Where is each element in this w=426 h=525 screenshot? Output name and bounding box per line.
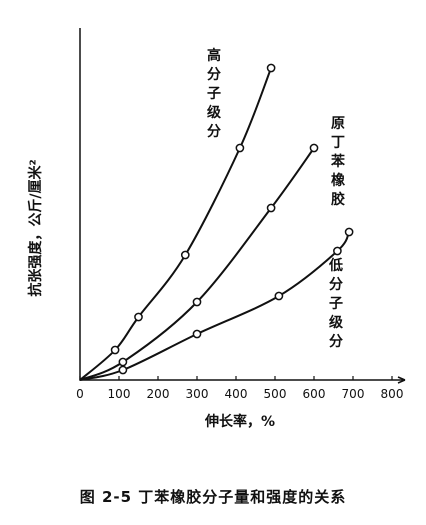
series-label-2-char-2: 子: [329, 296, 343, 312]
x-tick-label-800: 800: [381, 387, 404, 401]
x-tick-label-400: 400: [225, 387, 248, 401]
y-axis-title: 抗张强度，公斤/厘米²: [27, 159, 44, 296]
x-axis-title: 伸长率，%: [204, 413, 275, 430]
series-label-1-char-3: 橡: [331, 172, 346, 189]
series-label-1-char-4: 胶: [331, 191, 345, 208]
x-tick-label-100: 100: [108, 387, 131, 401]
series-2-point-3: [333, 246, 342, 256]
figure-caption: 图 2-5 丁苯橡胶分子量和强度的关系: [79, 488, 347, 506]
series-label-0-char-0: 高: [207, 47, 221, 64]
series-label-1-char-0: 原: [331, 116, 345, 132]
series-label-0-char-2: 子: [207, 86, 221, 102]
series-label-1-char-2: 苯: [330, 153, 346, 170]
series-label-2-char-1: 分: [329, 277, 343, 293]
series-label-0-char-4: 分: [207, 124, 221, 140]
series-line-0: [79, 67, 273, 381]
series-line-2: [79, 231, 351, 381]
series-0-point-4: [266, 63, 276, 73]
x-tick-label-500: 500: [264, 387, 287, 401]
series-label-0-char-3: 级: [207, 104, 222, 121]
series-label-2-char-0: 低: [328, 257, 343, 274]
series-1-point-3: [309, 143, 319, 153]
x-tick-label-0: 0: [76, 387, 84, 401]
series-line-1: [79, 147, 315, 381]
series-1-point-2: [266, 203, 276, 213]
series-label-0-char-1: 分: [207, 67, 221, 83]
series-label-2-char-4: 分: [329, 334, 343, 350]
series-label-2-char-3: 级: [329, 314, 344, 331]
series-label-1-char-1: 丁: [331, 135, 345, 151]
series-0-point-3: [235, 143, 245, 153]
series-0-point-2: [180, 250, 190, 260]
series-0-point-0: [110, 345, 120, 355]
series-1-point-0: [118, 357, 128, 367]
series-2-point-0: [118, 365, 128, 375]
series-2-point-4: [344, 227, 354, 237]
points: [110, 63, 354, 375]
series-1-point-1: [192, 297, 202, 307]
series-2-point-2: [274, 291, 284, 301]
series-0-point-1: [134, 312, 143, 322]
x-tick-label-700: 700: [342, 387, 365, 401]
axis-lines: [79, 28, 405, 381]
series-2-point-1: [192, 329, 202, 339]
x-tick-label-300: 300: [186, 387, 209, 401]
ticks: 0 100 200 300 400 500 600 700 800: [76, 376, 403, 401]
axis-arrows: [397, 376, 406, 384]
x-tick-label-600: 600: [303, 387, 326, 401]
x-tick-label-200: 200: [147, 387, 170, 401]
